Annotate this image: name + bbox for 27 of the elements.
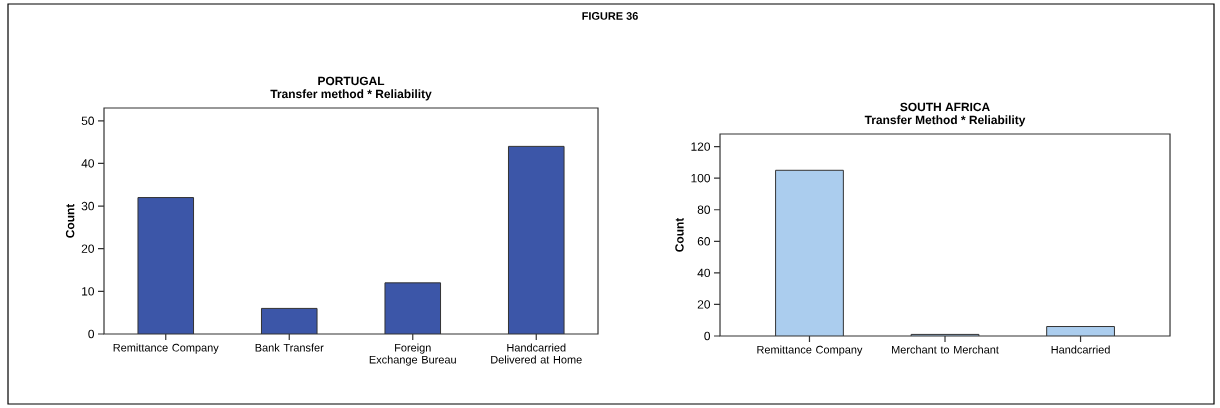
y-tick-label: 10 <box>82 287 95 296</box>
x-tick-label: Foreign Exchange Bureau <box>369 343 456 366</box>
y-tick-label: 40 <box>81 159 95 168</box>
x-tick-label: Merchant to Merchant <box>892 345 999 354</box>
caption: FIGURE 36 <box>582 12 638 20</box>
y-tick-label: 30 <box>81 201 95 211</box>
y-tick-label: 40 <box>697 268 711 278</box>
y-tick-label: 80 <box>697 205 711 214</box>
chart-title: PORTUGAL <box>318 76 385 86</box>
y-tick-label: 60 <box>697 237 711 246</box>
y-tick-label: 20 <box>697 300 711 309</box>
x-tick-label: Remittance Company <box>113 343 219 354</box>
y-axis-title: Count <box>65 203 75 238</box>
y-axis-title: Count <box>675 217 684 252</box>
chart-title: SOUTH AFRICA <box>900 102 990 112</box>
x-tick-label: Handcarried <box>1051 345 1110 354</box>
y-tick-label: 0 <box>704 331 711 341</box>
chart-subtitle: Transfer method * Reliability <box>270 89 432 101</box>
y-tick-label: 20 <box>81 244 95 253</box>
chart-subtitle: Transfer Method * Reliability <box>864 115 1026 127</box>
y-tick-label: 100 <box>691 173 711 183</box>
x-tick-label: Remittance Company <box>757 345 863 356</box>
y-tick-label: 120 <box>691 142 711 151</box>
x-tick-label: Bank Transfer <box>255 343 324 352</box>
y-tick-label: 50 <box>81 116 95 126</box>
y-tick-label: 0 <box>88 329 95 339</box>
x-tick-label: Handcarried Delivered at Home <box>491 343 582 364</box>
